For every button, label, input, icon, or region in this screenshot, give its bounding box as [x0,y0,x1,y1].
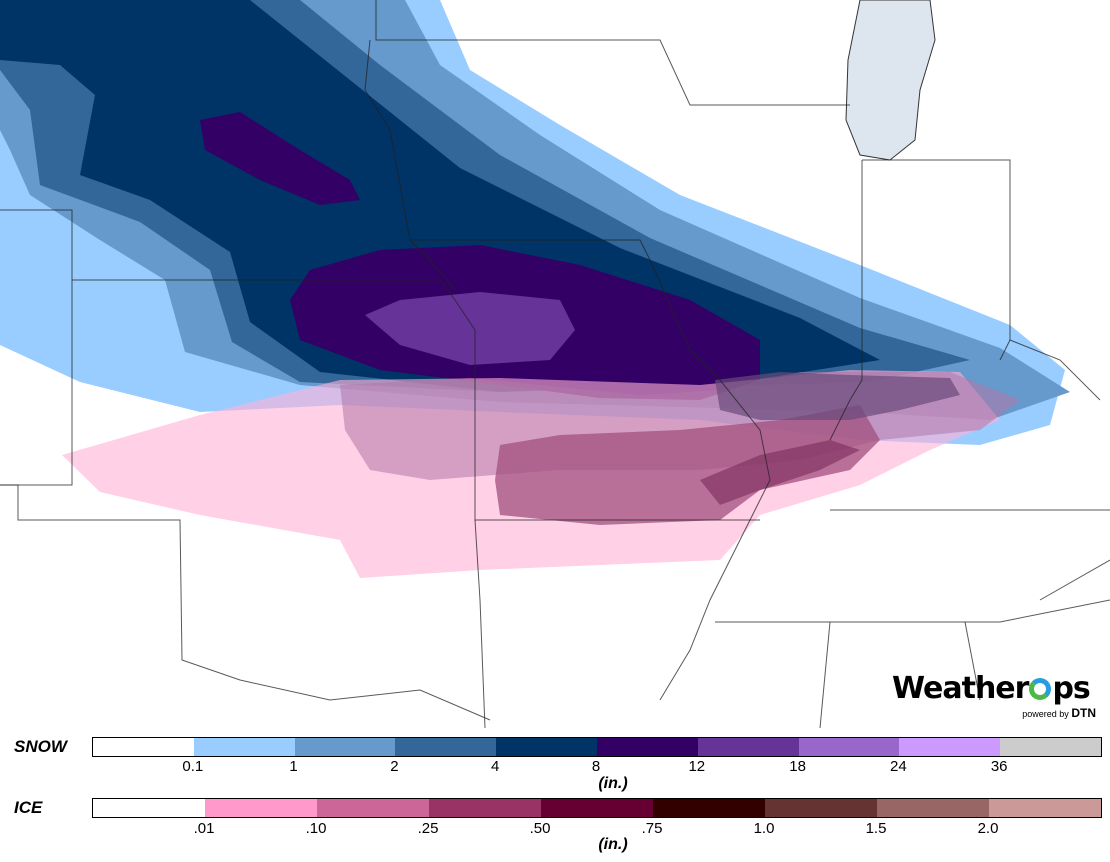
ice-scale-swatch [205,799,317,817]
ice-band-0.25-0.50 [495,405,880,525]
ice-scale-tick: .10 [305,820,327,837]
snow-band-8-12 [200,112,360,205]
snow-scale-swatch [596,738,698,756]
ice-band-0.50-0.75 [700,440,860,505]
ice-scale-tick: .50 [529,820,551,837]
snow-scale-tick: 24 [890,758,907,775]
snow-ice-accumulation-map [0,0,1110,728]
state-borders [0,0,1110,728]
ice-scale-swatch [653,799,765,817]
ice-scale-tick: .25 [417,820,439,837]
snow-legend-label: SNOW [14,737,67,756]
snow-scale-swatch [193,738,295,756]
ice-scale-swatch [93,799,205,817]
ice-legend-label: ICE [14,798,43,817]
ice-scale-swatch [541,799,653,817]
ice-unit-label: (in.) [598,836,628,853]
snow-scale-swatch [697,738,799,756]
snow-scale-swatch [395,738,497,756]
snow-scale-swatch [1000,738,1101,756]
ice-color-scale [92,798,1102,818]
snow-band-12-18 [365,292,575,365]
snow-scale-swatch [93,738,194,756]
ice-scale-swatch [317,799,429,817]
snow-scale-tick: 1 [289,758,298,775]
ice-scale-tick: 1.0 [753,820,775,837]
snow-scale-tick: 2 [390,758,399,775]
snow-scale-tick: 18 [789,758,806,775]
snow-ice-mix [715,372,960,420]
snow-scale-tick: 12 [688,758,706,775]
lake-michigan [845,0,936,161]
ice-scale-swatch [429,799,541,817]
snow-scale-tick: 8 [591,758,601,775]
ice-scale-ticks: .01 .10 .25 .50 .75 1.0 1.5 2.0 [92,820,1100,840]
snow-scale-tick: 4 [491,758,500,775]
logo-o-icon [1029,678,1052,700]
snow-scale-swatch [798,738,900,756]
ice-scale-tick: 2.0 [977,820,999,837]
snow-scale-ticks: 0.1 1 2 4 8 12 18 24 36 [92,758,1100,778]
snow-scale-tick: 36 [990,758,1008,775]
snow-color-scale [92,737,1102,757]
snow-unit-label: (in.) [598,775,628,792]
snow-scale-swatch [294,738,396,756]
ice-scale-swatch [989,799,1101,817]
ice-scale-tick: .75 [641,820,663,837]
weatherops-logo: Weather ps powered by DTN [892,671,1096,721]
ice-scale-swatch [877,799,989,817]
snow-scale-swatch [496,738,597,756]
ice-scale-swatch [765,799,877,817]
ice-scale-tick: .01 [193,820,215,837]
snow-scale-swatch [899,738,1001,756]
ice-scale-tick: 1.5 [865,820,887,837]
snow-scale-tick: 0.1 [182,758,204,775]
